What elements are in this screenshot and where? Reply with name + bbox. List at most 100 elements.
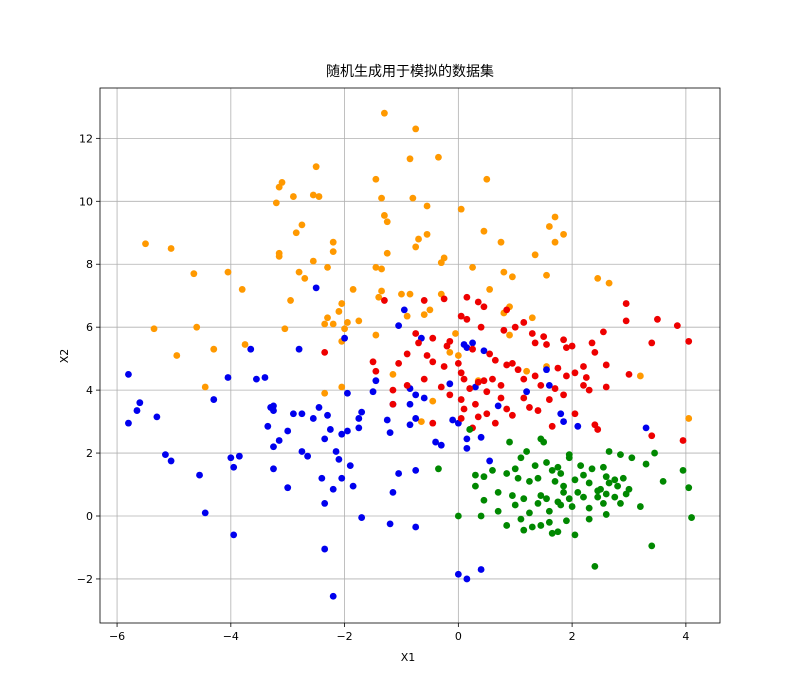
data-point	[568, 503, 576, 510]
data-point	[381, 297, 388, 304]
data-point	[454, 570, 462, 578]
data-point	[526, 477, 533, 485]
data-point	[454, 359, 462, 367]
data-point	[605, 479, 613, 487]
data-point	[480, 303, 488, 311]
data-point	[545, 507, 553, 515]
data-point	[298, 410, 306, 418]
x-tick-label: 2	[569, 630, 576, 643]
data-point	[457, 312, 465, 320]
data-point	[432, 438, 439, 446]
data-point	[622, 490, 630, 498]
data-point	[454, 512, 462, 520]
data-point	[355, 415, 363, 422]
y-tick-label: 4	[86, 384, 93, 397]
data-point	[381, 109, 388, 117]
data-point	[602, 490, 610, 498]
data-point	[500, 326, 508, 334]
data-point	[329, 485, 337, 493]
data-point	[503, 306, 511, 314]
data-point	[210, 345, 218, 353]
data-point	[617, 451, 624, 459]
data-point	[423, 230, 431, 238]
data-point	[460, 405, 468, 413]
data-point	[440, 254, 448, 262]
data-point	[298, 221, 306, 229]
data-point	[372, 331, 380, 339]
data-point	[369, 388, 377, 396]
data-point	[511, 501, 519, 509]
data-point	[651, 449, 658, 457]
data-point	[321, 389, 329, 397]
data-point	[235, 452, 243, 460]
data-point	[483, 388, 491, 396]
data-point	[415, 235, 422, 243]
data-point	[167, 245, 175, 252]
data-point	[594, 493, 602, 501]
data-point	[412, 125, 420, 133]
data-point	[480, 227, 488, 235]
data-point	[508, 359, 516, 367]
data-point	[406, 155, 414, 163]
data-point	[329, 238, 337, 246]
data-point	[403, 312, 411, 320]
data-point	[503, 522, 511, 529]
data-point	[648, 339, 656, 347]
data-point	[395, 322, 403, 330]
data-point	[463, 344, 471, 352]
data-point	[261, 374, 269, 381]
data-point	[543, 495, 550, 503]
data-point	[162, 451, 169, 459]
data-point	[315, 193, 323, 200]
data-point	[500, 268, 508, 276]
data-point	[136, 399, 144, 407]
data-point	[426, 306, 434, 314]
data-point	[230, 463, 238, 471]
data-point	[210, 396, 218, 403]
data-point	[514, 474, 522, 482]
series-1	[125, 284, 650, 600]
data-point	[543, 271, 550, 279]
data-point	[227, 454, 235, 462]
data-point	[503, 405, 511, 413]
x-tick-label: −4	[223, 630, 239, 643]
data-point	[523, 448, 531, 455]
y-tick-label: 10	[79, 195, 93, 208]
data-point	[196, 471, 203, 479]
x-axis-ticks: −6 −4 −2 0 2 4	[109, 623, 689, 643]
data-point	[389, 370, 397, 378]
data-point	[503, 361, 511, 369]
data-point	[545, 381, 553, 389]
data-point	[545, 396, 553, 403]
data-point	[486, 350, 494, 358]
data-point	[494, 402, 502, 410]
data-point	[528, 314, 536, 322]
data-point	[312, 163, 320, 171]
data-point	[602, 361, 610, 369]
data-point	[381, 212, 388, 219]
y-axis-label: X2	[58, 349, 71, 364]
data-point	[304, 452, 312, 460]
data-point	[480, 496, 488, 504]
data-point	[312, 284, 320, 292]
data-point	[463, 435, 471, 443]
data-point	[395, 470, 403, 477]
data-point	[463, 444, 471, 452]
data-point	[321, 435, 329, 443]
data-point	[389, 400, 397, 408]
data-point	[292, 229, 300, 237]
data-point	[383, 218, 391, 226]
data-point	[560, 418, 567, 425]
data-point	[270, 465, 277, 473]
data-point	[489, 375, 496, 383]
data-point	[580, 493, 587, 501]
data-point	[469, 345, 476, 353]
data-point	[523, 367, 531, 375]
data-point	[412, 391, 420, 399]
data-point	[463, 575, 471, 583]
data-point	[543, 366, 550, 374]
data-point	[398, 290, 405, 298]
data-point	[551, 385, 559, 392]
data-point	[420, 394, 428, 402]
